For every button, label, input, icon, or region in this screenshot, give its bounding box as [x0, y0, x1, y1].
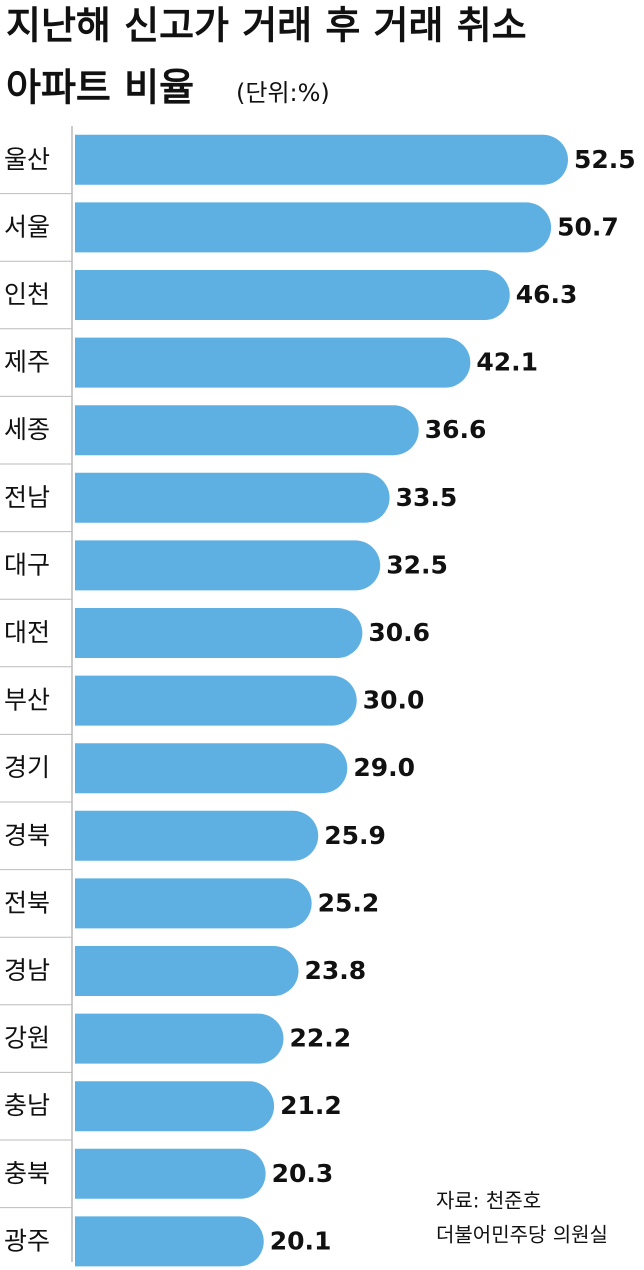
category-label: 인천: [4, 280, 50, 309]
bar: [75, 675, 357, 726]
category-label: 제주: [4, 348, 50, 377]
value-label: 20.1: [270, 1226, 332, 1255]
bar: [75, 1081, 275, 1132]
category-label: 전북: [4, 888, 50, 917]
value-label: 36.6: [425, 415, 487, 444]
bar: [75, 1148, 266, 1199]
value-label: 52.5: [574, 145, 636, 174]
value-label: 33.5: [396, 483, 458, 512]
value-label: 20.3: [272, 1159, 334, 1188]
value-label: 30.6: [368, 618, 430, 647]
bar: [75, 270, 510, 320]
value-label: 30.0: [363, 686, 425, 715]
bar: [75, 472, 390, 523]
category-label: 광주: [4, 1226, 50, 1255]
category-label: 경기: [4, 753, 50, 782]
bar: [75, 743, 348, 794]
value-label: 25.9: [324, 821, 386, 850]
bar: [75, 134, 568, 185]
category-label: 울산: [4, 145, 50, 174]
value-label: 25.2: [318, 888, 380, 917]
category-label: 경북: [4, 821, 50, 850]
chart-subtitle: (단위:%): [236, 79, 330, 107]
bar: [75, 946, 299, 996]
bar: [75, 1013, 284, 1064]
value-label: 29.0: [353, 753, 415, 782]
value-label: 22.2: [289, 1024, 351, 1053]
chart-title: 아파트 비율: [6, 66, 194, 110]
bar: [75, 1216, 264, 1267]
bar: [75, 810, 319, 861]
bar: [75, 878, 312, 929]
source: 더불어민주당 의원실: [436, 1223, 608, 1247]
value-label: 46.3: [516, 280, 578, 309]
category-label: 경남: [4, 956, 50, 985]
category-label: 대전: [4, 618, 50, 647]
source: 자료: 천준호: [436, 1189, 541, 1213]
value-label: 21.2: [280, 1091, 342, 1120]
category-label: 부산: [4, 686, 50, 715]
category-label: 서울: [4, 212, 50, 241]
category-label: 충북: [4, 1159, 50, 1188]
bar: [75, 337, 471, 388]
value-label: 23.8: [304, 956, 366, 985]
category-label: 강원: [4, 1024, 50, 1053]
category-label: 충남: [4, 1091, 50, 1120]
bar: [75, 202, 552, 253]
category-label: 전남: [4, 483, 50, 512]
bar: [75, 608, 363, 658]
category-label: 세종: [4, 415, 50, 444]
value-label: 32.5: [386, 550, 448, 579]
chart-title: 지난해 신고가 거래 후 거래 취소: [6, 4, 527, 48]
bar: [75, 540, 381, 591]
value-label: 42.1: [476, 348, 538, 377]
bar: [75, 405, 419, 456]
category-label: 대구: [4, 550, 50, 579]
value-label: 50.7: [557, 212, 619, 241]
